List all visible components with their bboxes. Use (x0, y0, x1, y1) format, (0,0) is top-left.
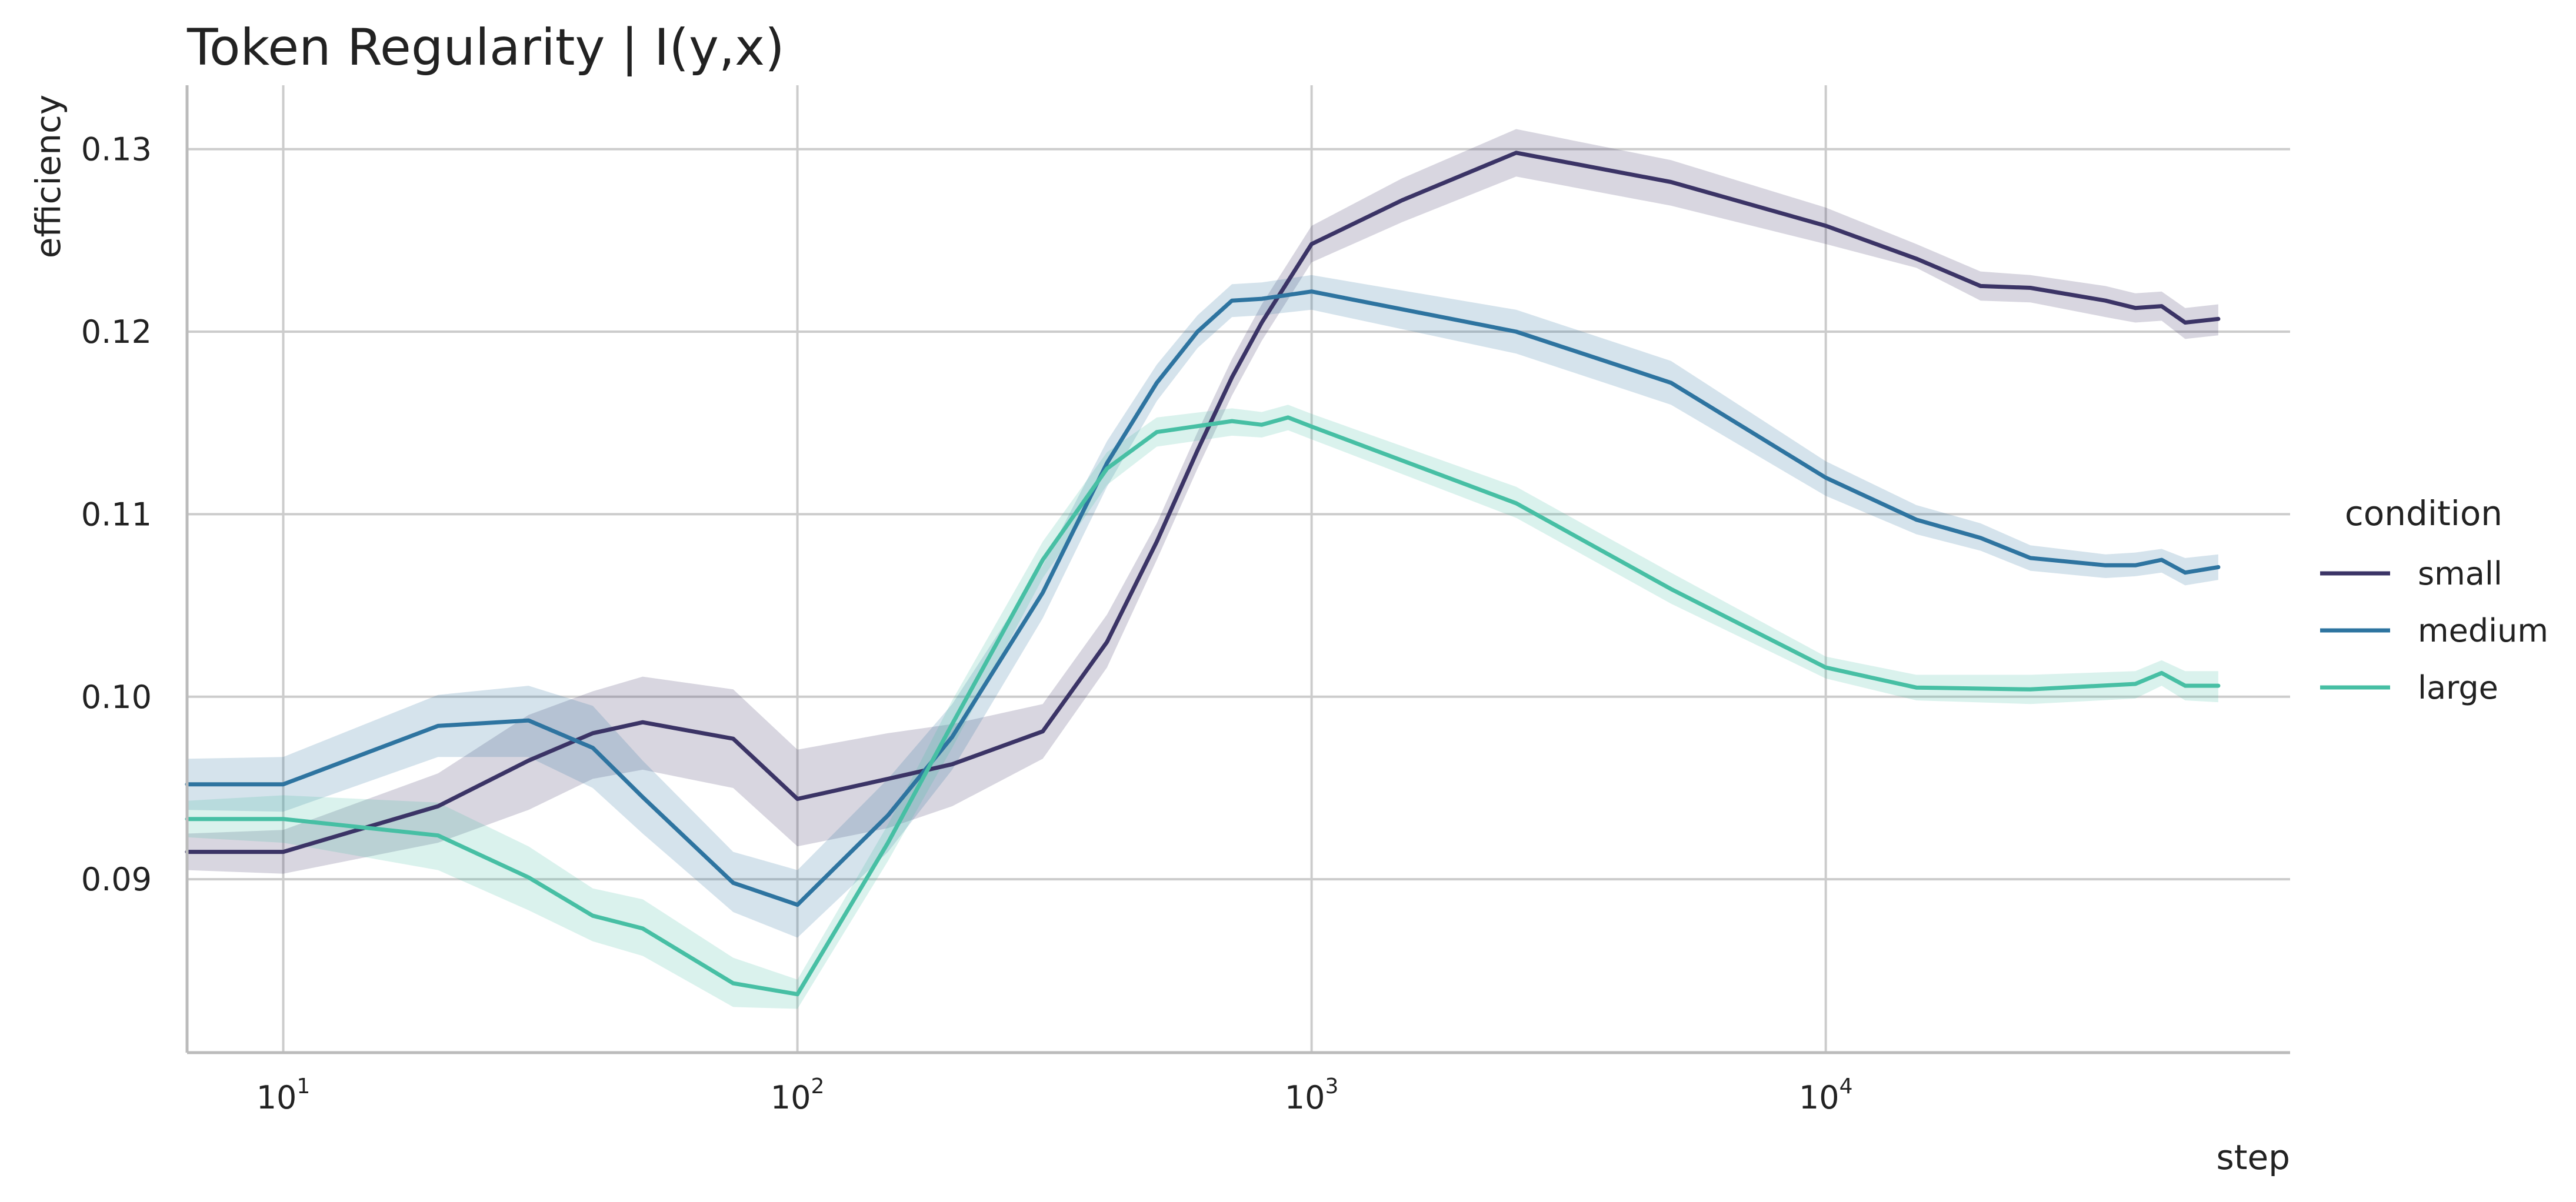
x-tick-base: 10 (1799, 1079, 1839, 1116)
x-tick-base: 10 (771, 1079, 811, 1116)
x-axis-label: step (2217, 1137, 2290, 1177)
line-small (185, 151, 2221, 854)
x-tick-base: 10 (256, 1079, 297, 1116)
legend-title: condition (2345, 493, 2502, 533)
x-tick-exponent: 3 (1325, 1074, 1339, 1099)
y-tick-label: 0.13 (81, 131, 152, 168)
legend-label-small: small (2418, 555, 2502, 592)
y-tick-label: 0.12 (81, 313, 152, 350)
legend-label-medium: medium (2418, 612, 2548, 649)
legend: condition small medium large (2320, 493, 2548, 706)
line-medium (185, 289, 2221, 907)
x-tick-label: 103 (1285, 1074, 1339, 1116)
x-tick-label: 101 (256, 1074, 311, 1116)
y-tick-labels: 0.09 0.10 0.11 0.12 0.13 (81, 131, 152, 899)
chart-title: Token Regularity | I(y,x) (186, 18, 785, 77)
x-tick-base: 10 (1285, 1079, 1325, 1116)
x-tick-exponent: 4 (1839, 1074, 1853, 1099)
y-gridlines (187, 148, 2290, 881)
y-tick-label: 0.10 (81, 679, 152, 716)
y-tick-label: 0.11 (81, 496, 152, 533)
x-tick-labels: 101 102 103 104 (256, 1074, 1853, 1116)
legend-items: small medium large (2320, 555, 2548, 706)
confidence-bands (187, 129, 2218, 1009)
band-small (187, 129, 2218, 874)
legend-label-large: large (2418, 669, 2498, 706)
x-tick-exponent: 2 (811, 1074, 824, 1099)
y-axis-label: efficiency (28, 95, 68, 258)
x-tick-label: 102 (771, 1074, 825, 1116)
x-tick-exponent: 1 (296, 1074, 310, 1099)
y-tick-label: 0.09 (81, 861, 152, 898)
x-tick-label: 104 (1799, 1074, 1853, 1116)
series-lines (185, 151, 2221, 997)
line-large (185, 415, 2221, 997)
